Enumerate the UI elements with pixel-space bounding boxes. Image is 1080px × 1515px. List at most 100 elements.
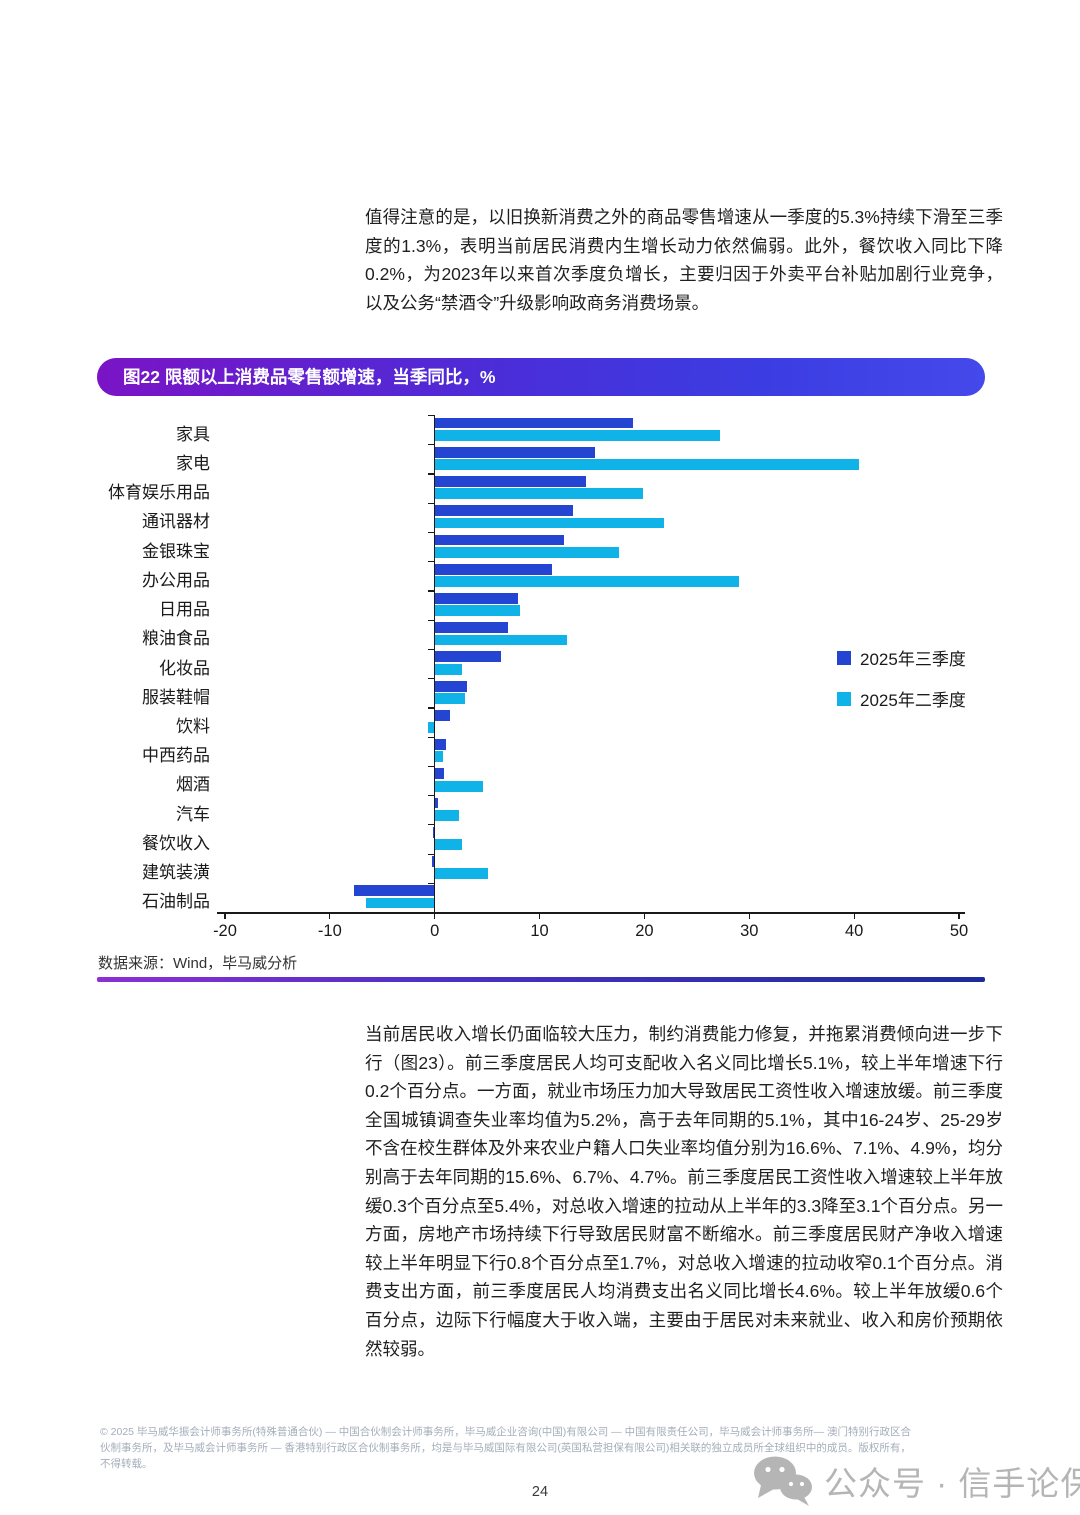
bar-餐饮收入-2025年二季度 <box>434 839 462 850</box>
category-label-金银珠宝: 金银珠宝 <box>142 541 210 561</box>
chart-title-banner: 图22 限额以上消费品零售额增速，当季同比，% <box>97 358 985 396</box>
bar-建筑装潢-2025年三季度 <box>431 856 435 867</box>
y-axis-tick <box>428 619 435 621</box>
category-label-家电: 家电 <box>176 453 210 473</box>
bar-化妆品-2025年二季度 <box>434 663 462 675</box>
bar-日用品-2025年二季度 <box>434 605 520 617</box>
category-label-建筑装潢: 建筑装潢 <box>142 863 210 883</box>
y-axis-tick <box>428 765 435 767</box>
category-label-家具: 家具 <box>176 424 210 444</box>
category-label-粮油食品: 粮油食品 <box>142 629 210 649</box>
x-axis-tick <box>538 913 541 919</box>
chart-source: 数据来源：Wind，毕马威分析 <box>98 955 298 972</box>
category-label-饮料: 饮料 <box>176 716 210 736</box>
legend-swatch-q2 <box>837 691 851 706</box>
bar-饮料-2025年三季度 <box>434 709 451 721</box>
bar-通讯器材-2025年二季度 <box>434 517 665 529</box>
y-axis-tick <box>428 444 435 446</box>
x-axis-tick-label: 50 <box>949 922 969 940</box>
x-axis-tick-label: -10 <box>317 922 342 940</box>
x-axis-tick <box>224 913 226 919</box>
y-axis-tick <box>428 473 435 475</box>
x-axis-tick <box>958 913 960 919</box>
y-axis-tick <box>428 648 435 651</box>
bar-日用品-2025年三季度 <box>434 593 518 604</box>
x-axis-tick-label: 20 <box>635 922 654 940</box>
watermark: 公众号 · 信手论保 <box>752 1456 1080 1506</box>
chart-legend: 2025年三季度 2025年二季度 <box>837 645 966 727</box>
body-paragraph: 当前居民收入增长仍面临较大压力，制约消费能力修复，并拖累消费倾向进一步下行（图2… <box>365 1024 1003 1359</box>
chart-title: 图22 限额以上消费品零售额增速，当季同比，% <box>123 367 496 387</box>
x-axis-tick <box>434 913 436 919</box>
y-axis-tick <box>428 853 435 855</box>
y-axis-line <box>433 415 436 912</box>
x-axis-tick <box>329 913 331 919</box>
x-axis-tick <box>853 913 855 919</box>
bar-chart: 家具家电体育娱乐用品通讯器材金银珠宝办公用品日用品粮油食品化妆品服装鞋帽饮料中西… <box>95 400 985 945</box>
watermark-text: 公众号 · 信手论保 <box>824 1465 1080 1502</box>
category-label-石油制品: 石油制品 <box>142 892 210 912</box>
bar-家电-2025年三季度 <box>434 446 596 458</box>
y-axis-tick <box>428 707 435 709</box>
category-label-办公用品: 办公用品 <box>142 570 210 590</box>
bar-建筑装潢-2025年二季度 <box>434 868 489 880</box>
bar-家电-2025年二季度 <box>434 459 860 470</box>
category-label-烟酒: 烟酒 <box>176 775 210 795</box>
x-axis-tick-label: -20 <box>213 922 237 940</box>
x-axis-tick <box>748 913 750 919</box>
bar-服装鞋帽-2025年二季度 <box>434 693 466 704</box>
bar-办公用品-2025年三季度 <box>434 563 553 575</box>
x-axis-tick <box>643 913 646 919</box>
category-label-餐饮收入: 餐饮收入 <box>142 833 210 853</box>
y-axis-tick <box>428 561 435 563</box>
bar-烟酒-2025年二季度 <box>434 780 483 792</box>
x-axis-line <box>217 912 965 914</box>
legend-swatch-q3 <box>837 650 851 665</box>
bar-烟酒-2025年三季度 <box>434 768 445 780</box>
gradient-divider <box>97 977 985 982</box>
x-axis-tick-label: 10 <box>530 922 549 940</box>
page-number: 24 <box>531 1484 549 1500</box>
legend-item-q3-2025: 2025年三季度 <box>837 645 966 670</box>
y-axis-tick <box>428 415 435 417</box>
category-label-服装鞋帽: 服装鞋帽 <box>142 687 210 707</box>
category-label-汽车: 汽车 <box>176 804 210 824</box>
bar-金银珠宝-2025年二季度 <box>434 546 620 558</box>
bar-家具-2025年二季度 <box>434 429 720 441</box>
x-axis-tick-label: 0 <box>430 922 440 940</box>
x-axis-tick-label: 40 <box>844 922 864 940</box>
y-axis-tick <box>428 590 435 592</box>
category-label-化妆品: 化妆品 <box>159 658 210 678</box>
bar-石油制品-2025年二季度 <box>365 897 435 909</box>
legend-label-q2: 2025年二季度 <box>860 691 966 710</box>
category-axis: 家具家电体育娱乐用品通讯器材金银珠宝办公用品日用品粮油食品化妆品服装鞋帽饮料中西… <box>95 415 210 912</box>
category-label-体育娱乐用品: 体育娱乐用品 <box>108 483 210 503</box>
bar-化妆品-2025年三季度 <box>434 651 501 663</box>
bar-餐饮收入-2025年三季度 <box>432 826 435 838</box>
category-label-通讯器材: 通讯器材 <box>142 512 210 532</box>
category-label-日用品: 日用品 <box>159 600 210 620</box>
y-axis-tick <box>428 502 435 504</box>
intro-paragraph: 值得注意的是，以旧换新消费之外的商品零售增速从一季度的5.3%持续下滑至三季度的… <box>365 207 1003 313</box>
plot-area <box>225 415 959 914</box>
y-axis-tick <box>428 795 435 797</box>
bar-粮油食品-2025年三季度 <box>434 622 509 634</box>
bar-汽车-2025年三季度 <box>434 797 438 809</box>
bar-体育娱乐用品-2025年三季度 <box>434 476 586 487</box>
x-axis-ticks: -20 -10 0 10 20 30 40 50 <box>213 913 968 945</box>
bar-中西药品-2025年二季度 <box>434 751 444 763</box>
y-axis-tick <box>428 531 435 534</box>
category-label-中西药品: 中西药品 <box>142 746 210 766</box>
y-axis-tick <box>428 882 435 884</box>
bar-通讯器材-2025年三季度 <box>434 505 574 517</box>
y-axis-tick <box>428 736 435 738</box>
footer-legal: © 2025 毕马威华振会计师事务所(特殊普通合伙) — 中国合伙制会计师事务所… <box>100 1426 911 1470</box>
bar-中西药品-2025年三季度 <box>434 739 447 750</box>
bar-体育娱乐用品-2025年二季度 <box>434 488 644 500</box>
x-axis-tick-label: 30 <box>740 922 759 940</box>
bar-服装鞋帽-2025年三季度 <box>434 680 468 692</box>
y-axis-tick <box>428 678 435 680</box>
bar-粮油食品-2025年二季度 <box>434 634 567 646</box>
legend-item-q2-2025: 2025年二季度 <box>837 686 966 711</box>
